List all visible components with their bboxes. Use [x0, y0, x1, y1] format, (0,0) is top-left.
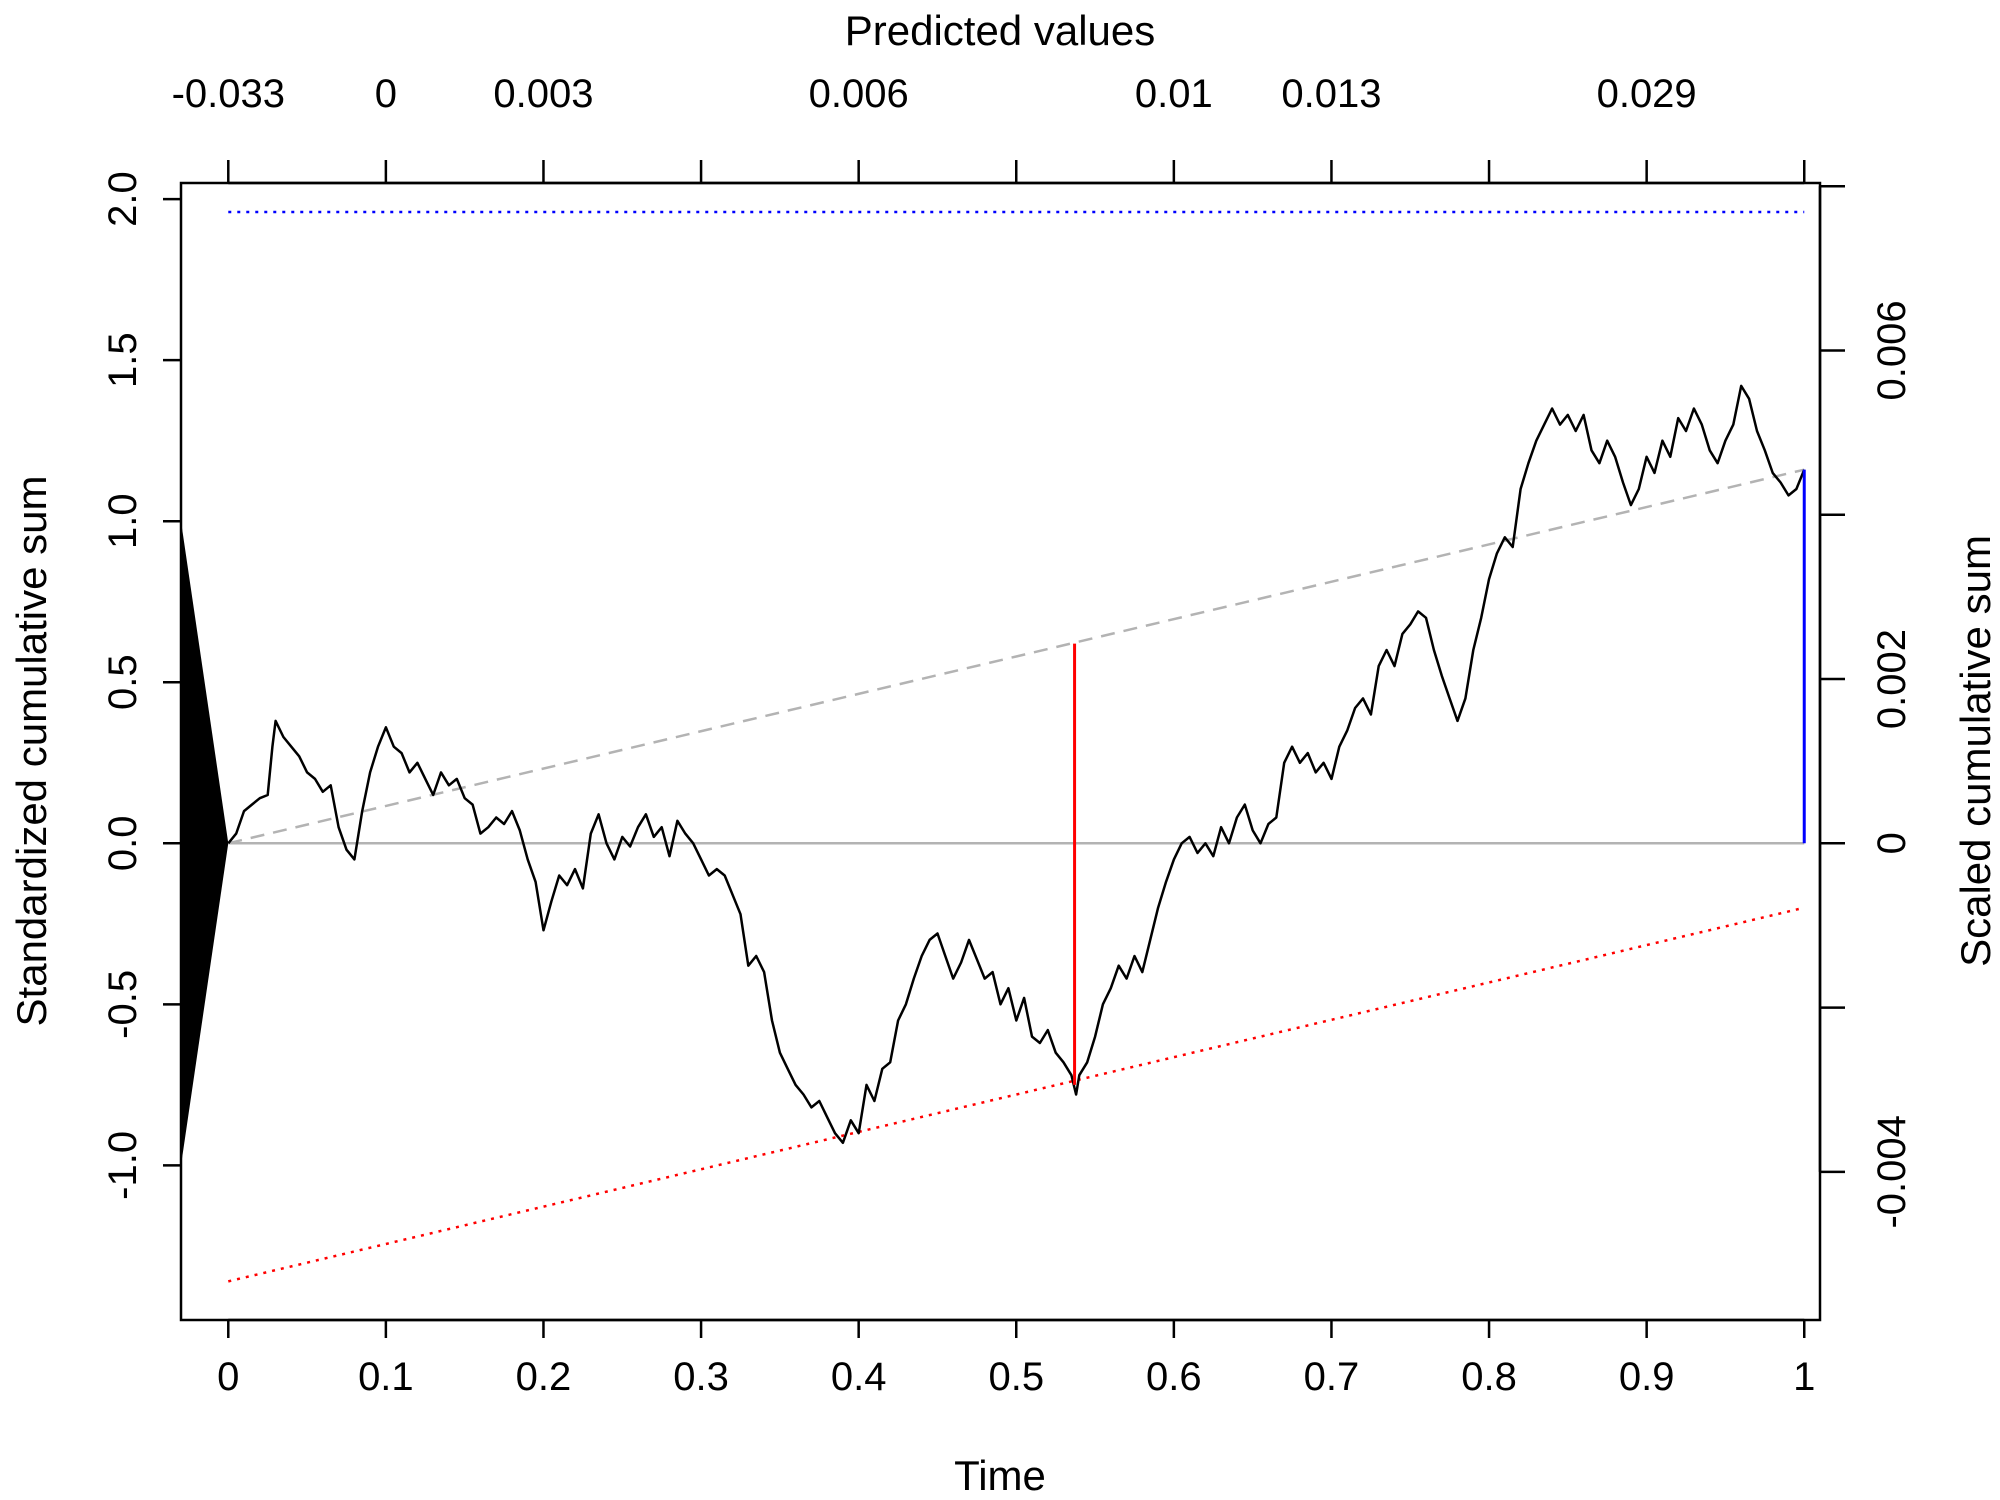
right-tick-label: 0.006 [1870, 300, 1914, 400]
top-tick-label: 0 [375, 72, 397, 116]
x-tick-label: 0.3 [673, 1355, 729, 1399]
y-axis-title: Standardized cumulative sum [8, 476, 55, 1027]
y-tick-label: 0.5 [101, 654, 145, 710]
x-tick-label: 0.2 [516, 1355, 572, 1399]
y-tick-label: 1.5 [101, 332, 145, 388]
right-tick-label: -0.004 [1870, 1115, 1914, 1228]
right-axis: -0.004 0 0.002 0.006 [1818, 184, 1914, 1229]
right-axis-title: Scaled cumulative sum [1952, 535, 1999, 967]
x-tick-label: 0.8 [1461, 1355, 1517, 1399]
trend-line [227, 468, 1805, 845]
x-tick-label: 0.6 [1146, 1355, 1202, 1399]
x-tick-label: 0 [217, 1355, 239, 1399]
x-tick-label: 0.4 [831, 1355, 887, 1399]
lower-bound-line [227, 906, 1805, 1283]
top-tick-label: -0.033 [172, 72, 285, 116]
x-tick-label: 0.5 [988, 1355, 1044, 1399]
cumsum-line [227, 384, 1806, 1145]
top-axis-title: Predicted values [845, 7, 1156, 54]
y-tick-label: 1.0 [101, 493, 145, 549]
plot-frame [179, 181, 1822, 1322]
top-axis: -0.033 0 0.003 0.006 0.01 0.013 0.029 [172, 72, 1806, 185]
plot-content [181, 210, 1806, 1283]
right-tick-label: 0 [1870, 832, 1914, 854]
left-axis: -1.0 -0.5 0.0 0.5 1.0 1.5 2.0 [101, 171, 181, 1200]
y-tick-label: 2.0 [101, 171, 145, 227]
y-tick-label: -1.0 [101, 1131, 145, 1200]
variance-wedge [181, 521, 229, 1166]
y-tick-label: 0.0 [101, 815, 145, 871]
right-tick-label: 0.002 [1870, 629, 1914, 729]
top-tick-label: 0.029 [1597, 72, 1697, 116]
y-tick-label: -0.5 [101, 970, 145, 1039]
x-tick-label: 0.1 [358, 1355, 414, 1399]
x-axis-title: Time [954, 1452, 1046, 1499]
bottom-axis: 0 0.1 0.2 0.3 0.4 0.5 0.6 0.7 0.8 0.9 1 [217, 1318, 1815, 1399]
top-tick-label: 0.01 [1135, 72, 1213, 116]
x-tick-label: 1 [1793, 1355, 1815, 1399]
x-tick-label: 0.7 [1304, 1355, 1360, 1399]
top-tick-label: 0.013 [1281, 72, 1381, 116]
top-tick-label: 0.006 [809, 72, 909, 116]
x-tick-label: 0.9 [1619, 1355, 1675, 1399]
top-tick-label: 0.003 [493, 72, 593, 116]
